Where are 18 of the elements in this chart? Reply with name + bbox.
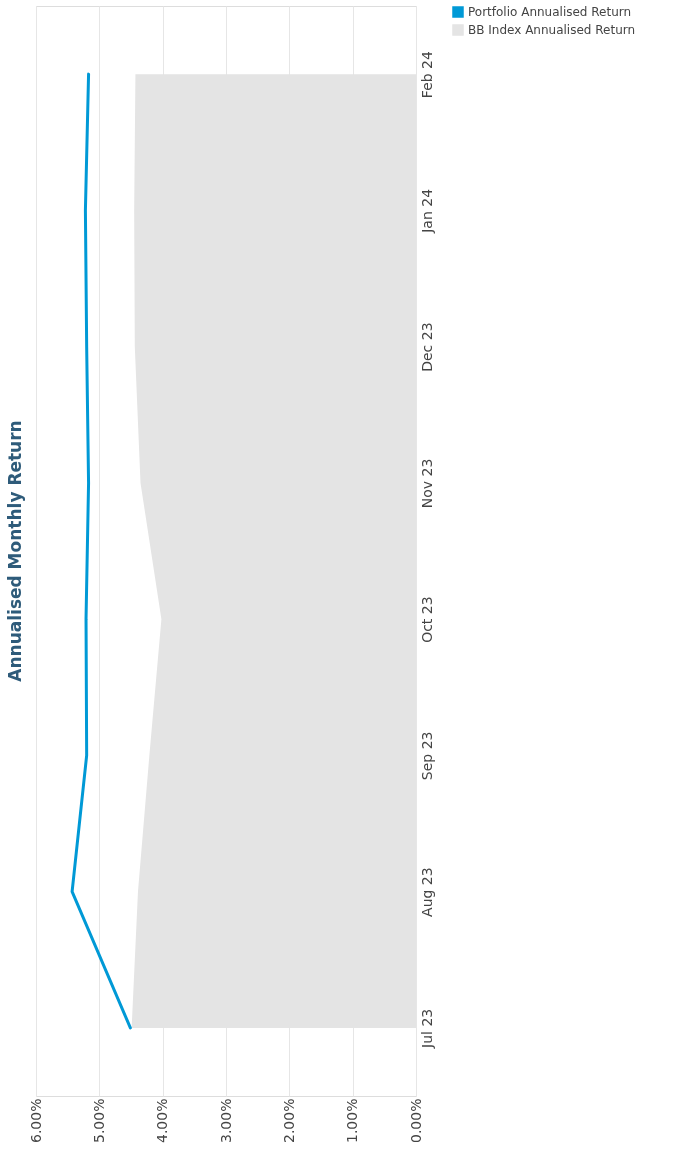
legend-label: Portfolio Annualised Return — [468, 5, 632, 19]
y-tick-label: Sep 23 — [418, 731, 435, 781]
x-tick-label: 6.00% — [27, 1098, 44, 1143]
y-tick-label: Oct 23 — [418, 596, 435, 643]
text: Annualised Monthly Return — [5, 420, 25, 682]
x-tick-label: 0.00% — [407, 1098, 424, 1143]
y-tick-label: Jan 24 — [418, 188, 435, 234]
y-tick-label: Nov 23 — [418, 458, 435, 509]
y-tick-label: Aug 23 — [418, 867, 435, 917]
x-tick-label: 3.00% — [217, 1098, 234, 1143]
x-tick-label: 4.00% — [154, 1098, 171, 1143]
x-tick-label: 2.00% — [280, 1098, 297, 1143]
x-tick-label: 5.00% — [90, 1098, 107, 1143]
y-tick-label: Dec 23 — [418, 322, 435, 372]
y-tick-label: Jul 23 — [418, 1008, 435, 1049]
legend-label: BB Index Annualised Return — [468, 23, 636, 37]
x-tick-label: 1.00% — [344, 1098, 361, 1143]
y-tick-label: Feb 24 — [418, 51, 435, 99]
